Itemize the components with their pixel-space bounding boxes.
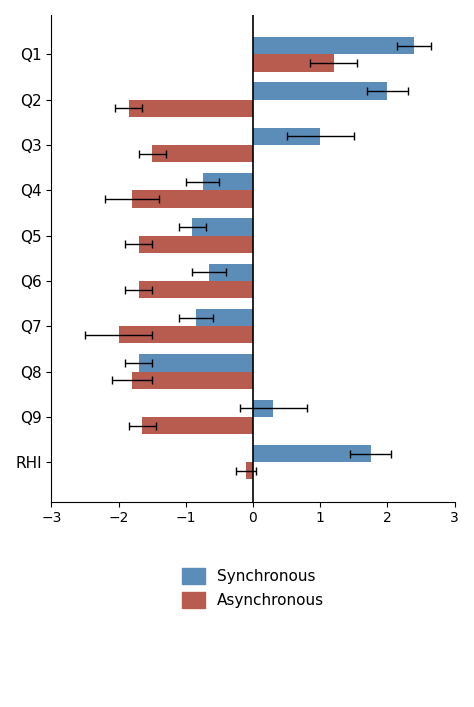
Bar (202, 173, 253, 190)
Bar (152, 145, 253, 162)
Bar (132, 190, 253, 208)
Bar (253, 445, 371, 462)
Bar (118, 326, 253, 344)
Bar (192, 218, 253, 235)
Bar (253, 83, 387, 100)
Legend: Synchronous, Asynchronous: Synchronous, Asynchronous (166, 553, 339, 623)
Bar (142, 417, 253, 434)
Bar (253, 37, 414, 54)
Bar (196, 309, 253, 326)
Bar (246, 462, 253, 479)
Bar (139, 281, 253, 298)
Bar (139, 235, 253, 253)
Bar (139, 354, 253, 372)
Bar (253, 54, 334, 71)
Bar (253, 399, 273, 417)
Bar (128, 100, 253, 117)
Bar (132, 372, 253, 389)
Bar (210, 264, 253, 281)
Bar (253, 128, 320, 145)
